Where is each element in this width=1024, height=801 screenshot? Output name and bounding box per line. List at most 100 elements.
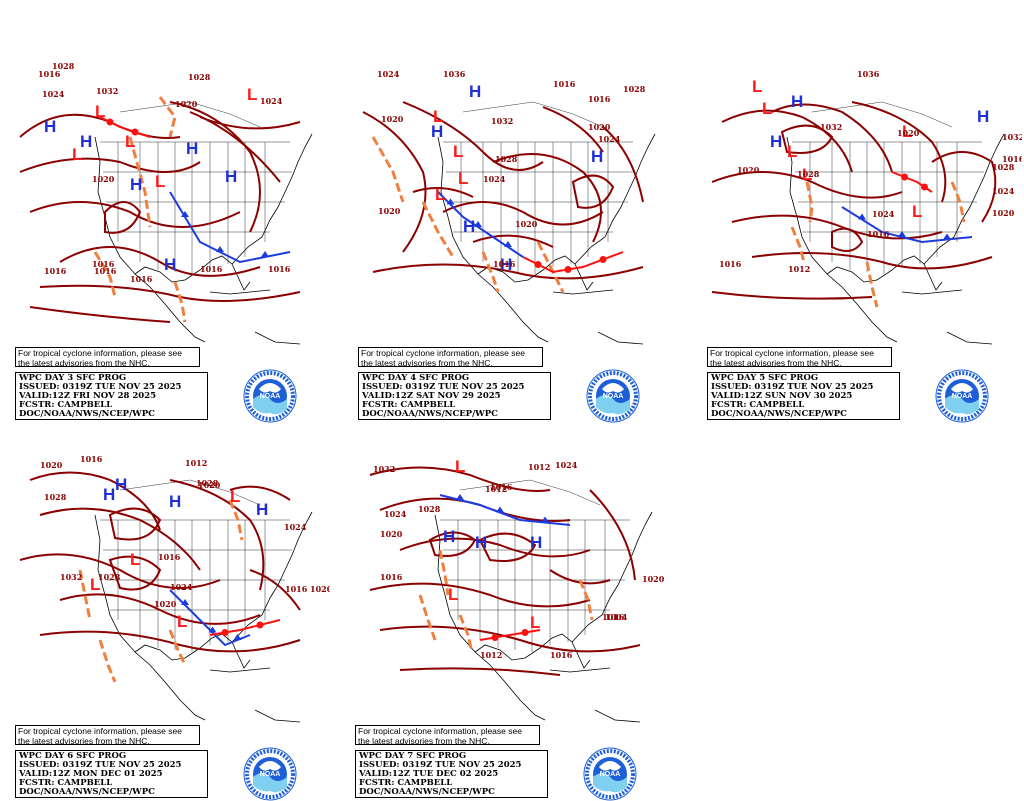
isobar-layer	[711, 101, 997, 300]
isobar-pressure-label: 1020	[381, 114, 404, 124]
isobar-pressure-label: 1016	[719, 259, 742, 269]
surface-trough	[228, 499, 244, 541]
coastline-layer	[437, 133, 656, 345]
coastline	[134, 255, 251, 291]
isobar	[721, 109, 853, 173]
isobar-pressure-label: 1028	[44, 492, 67, 502]
surface-trough	[158, 96, 177, 138]
isobar-pressure-label: 1028	[623, 84, 646, 94]
coastline	[209, 289, 271, 295]
isobar-pressure-label: 1020	[897, 128, 920, 138]
cold-front-barb	[858, 213, 866, 220]
low-pressure-center: L	[90, 575, 100, 594]
isobar-pressure-label: 1016	[94, 266, 117, 276]
coastline	[477, 255, 594, 291]
isobar	[751, 252, 993, 270]
high-pressure-center: H	[186, 139, 198, 158]
isobar-pressure-label: 1012	[528, 462, 550, 472]
isobar	[39, 507, 201, 571]
surface-trough	[865, 261, 879, 308]
coastline	[826, 255, 943, 291]
noaa-logo-icon: NOAA	[935, 369, 989, 423]
isobar	[589, 489, 636, 581]
isobar	[472, 234, 554, 248]
coastline	[231, 511, 313, 643]
warm-front	[99, 116, 151, 138]
coastline	[94, 136, 206, 343]
coastline-layer	[94, 133, 313, 345]
isobar-pressure-label: 1016	[80, 454, 103, 464]
noaa-logo-icon: NOAA	[243, 747, 297, 801]
noaa-logo-icon: NOAA	[586, 369, 640, 423]
coastline	[434, 514, 546, 721]
noaa-logo-text: NOAA	[260, 771, 281, 778]
low-pressure-center: L	[448, 585, 458, 604]
low-pressure-center: L	[130, 550, 140, 569]
high-pressure-center: H	[591, 147, 603, 166]
cold-front-barb	[456, 494, 464, 500]
isobar-layer	[19, 101, 301, 323]
isobar	[478, 532, 537, 562]
isobar	[372, 263, 644, 280]
isobar	[931, 151, 997, 223]
isobar-pressure-label: 1024	[284, 522, 307, 532]
coastline	[254, 709, 301, 723]
low-pressure-center: L	[177, 612, 187, 631]
isobar-pressure-label: 1016	[268, 264, 291, 274]
isobar-pressure-label: 1028	[418, 504, 441, 514]
trough-layer	[78, 499, 244, 683]
high-pressure-center: H	[169, 492, 181, 511]
isobar-labels: 1016 1036 1032 1028 1024 1020 1032 1028 1024 1020…	[719, 69, 1022, 274]
isobar-pressure-label: 1020	[175, 99, 198, 109]
coastline	[254, 331, 301, 345]
isobar	[169, 479, 265, 591]
surface-trough	[578, 579, 594, 621]
front-layer	[169, 589, 281, 647]
isobar-pressure-label: 1016	[44, 266, 67, 276]
front-layer	[437, 191, 624, 274]
prog-title: WPC DAY 5 SFC PROG	[711, 373, 819, 383]
isobar	[379, 625, 641, 653]
isobar	[399, 667, 561, 676]
isobar	[731, 214, 943, 240]
isobar	[39, 630, 301, 653]
high-pressure-center: H	[164, 255, 176, 274]
high-pressure-center: H	[500, 255, 512, 274]
isobar-pressure-label: 1028	[992, 162, 1015, 172]
trough-layer	[790, 181, 966, 308]
tropical-cyclone-notice: For tropical cyclone information, please…	[358, 347, 543, 367]
tc-notice-line: the latest advisories from the NHC.	[361, 357, 493, 368]
prog-title: WPC DAY 3 SFC PROG	[19, 373, 127, 383]
prog-title: WPC DAY 4 SFC PROG	[362, 373, 470, 383]
isobar-pressure-label: 1020	[198, 480, 221, 490]
valid-time: VALID:12Z TUE DEC 02 2025	[359, 769, 499, 779]
cold-front-barb	[208, 626, 217, 633]
isobar-pressure-label: 1016	[602, 612, 625, 622]
valid-time: VALID:12Z SAT NOV 29 2025	[362, 391, 501, 401]
isobar-pressure-label: 1028	[797, 169, 820, 179]
cold-front-barb	[474, 221, 482, 227]
surface-trough	[168, 629, 187, 666]
isobar	[428, 531, 477, 557]
surface-trough	[98, 639, 117, 683]
cold-front-barb	[504, 241, 512, 247]
isobar-pressure-label: 1028	[52, 61, 75, 71]
isobar	[19, 157, 201, 173]
isobar-pressure-label: 1024	[992, 186, 1015, 196]
high-pressure-center: H	[463, 217, 475, 236]
cold-front-barb	[496, 506, 504, 513]
forecast-info-box: WPC DAY 3 SFC PROG ISSUED: 0319Z TUE NOV…	[15, 372, 208, 420]
isobar-pressure-label: 1036	[443, 69, 466, 79]
front-layer	[99, 116, 291, 264]
prog-title: WPC DAY 7 SFC PROG	[359, 751, 467, 761]
coastline	[549, 667, 611, 673]
isobar-pressure-label: 1020	[310, 584, 330, 594]
coastline	[552, 289, 614, 295]
isobar	[571, 174, 615, 209]
isobar-pressure-label: 1016	[200, 264, 223, 274]
surface-trough	[418, 594, 437, 641]
surface-trough	[805, 181, 814, 223]
